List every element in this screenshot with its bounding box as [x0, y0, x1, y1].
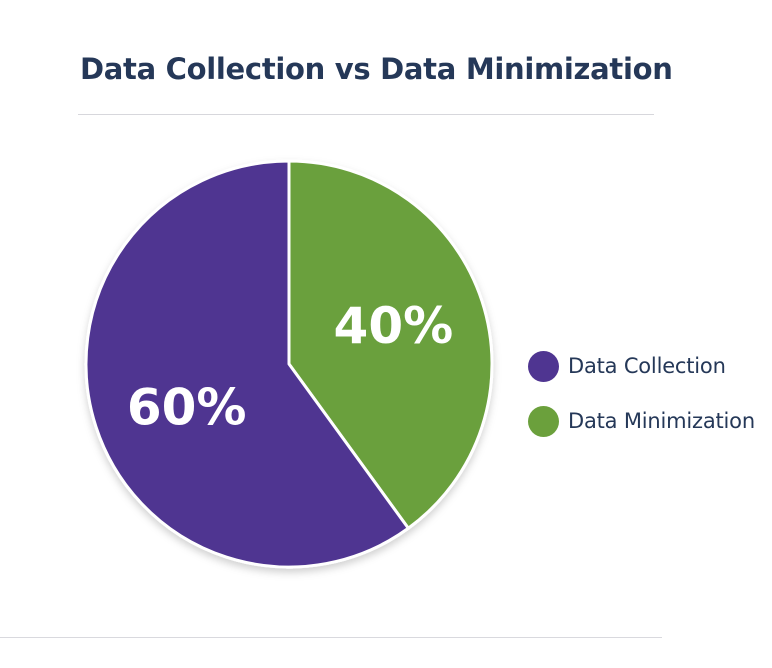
legend-label: Data Minimization	[568, 409, 755, 433]
slice-label-data-minimization: 40%	[334, 297, 454, 355]
legend-item-data-collection[interactable]: Data Collection	[528, 346, 755, 386]
legend-swatch-data-minimization	[528, 405, 559, 437]
legend-label: Data Collection	[568, 354, 726, 378]
legend-swatch-data-collection	[528, 350, 559, 382]
bottom-divider	[0, 637, 662, 638]
legend-item-data-minimization[interactable]: Data Minimization	[528, 401, 755, 441]
title-divider	[78, 114, 654, 115]
chart-title: Data Collection vs Data Minimization	[80, 52, 673, 86]
slice-data-collection[interactable]	[84, 159, 410, 569]
slice-data-minimization[interactable]	[287, 159, 494, 530]
slice-label-data-collection: 60%	[127, 379, 247, 437]
legend: Data Collection Data Minimization	[528, 346, 755, 456]
